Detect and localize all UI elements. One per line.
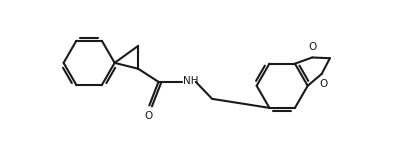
Text: NH: NH [183,76,199,86]
Text: O: O [308,42,317,52]
Text: O: O [145,111,153,121]
Text: O: O [319,79,328,89]
